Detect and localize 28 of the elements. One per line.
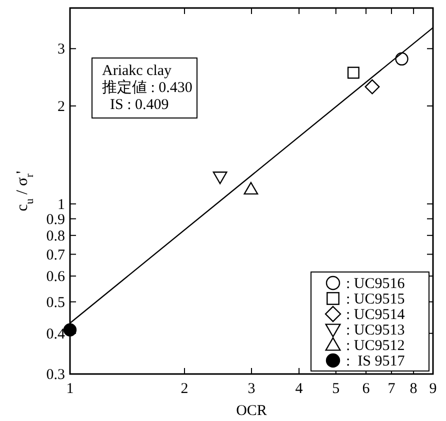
x-tick-label: 7 <box>388 381 396 397</box>
x-axis-title: OCR <box>236 403 267 419</box>
y-tick-label: 0.9 <box>46 212 65 228</box>
annotation: 推定値 : 0.430 <box>102 79 192 96</box>
y-tick-label: 0.3 <box>46 367 65 383</box>
y-tick-label: 1 <box>58 196 65 213</box>
y-tick-label: 0.7 <box>46 247 66 264</box>
y-tick-label: 0.5 <box>46 294 65 311</box>
annotation: Ariakc clay <box>102 63 172 79</box>
x-tick-label: 3 <box>248 381 256 397</box>
y-tick-label: 2 <box>58 98 65 115</box>
legend-label: : UC9514 <box>346 307 406 323</box>
y-tick-label: 0.4 <box>46 326 66 342</box>
legend-label: : UC9515 <box>346 292 405 308</box>
legend-label: : UC9513 <box>346 322 405 338</box>
x-tick-label: 4 <box>295 381 304 397</box>
legend-label: : UC9512 <box>346 338 405 354</box>
legend-label: : UC9516 <box>346 276 406 292</box>
x-tick-label: 5 <box>332 381 340 397</box>
y-tick-label: 3 <box>58 42 65 58</box>
legend-label: : IS 9517 <box>346 354 406 370</box>
x-tick-label: 8 <box>410 381 418 397</box>
y-tick-label: 0.6 <box>46 269 66 286</box>
x-tick-label: 2 <box>180 381 188 397</box>
x-tick-label: 9 <box>429 381 437 397</box>
x-tick-label: 6 <box>362 381 370 397</box>
y-tick-label: 0.8 <box>46 228 65 244</box>
annotation: IS : 0.409 <box>110 97 169 113</box>
